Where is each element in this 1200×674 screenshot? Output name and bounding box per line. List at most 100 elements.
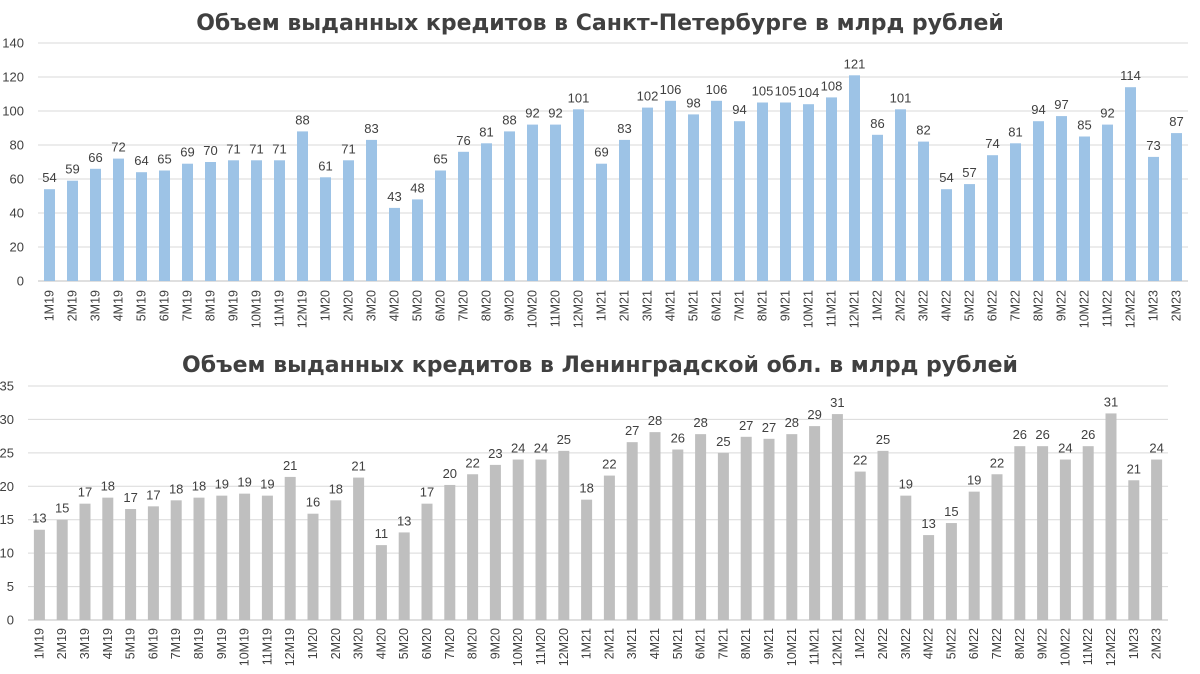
lo-bar bbox=[740, 436, 752, 620]
lo-data-label: 15 bbox=[55, 501, 69, 516]
lo-x-tick-label: 2M21 bbox=[602, 628, 616, 659]
lo-x-tick-label: 3M21 bbox=[625, 628, 639, 659]
spb-bar bbox=[481, 143, 492, 281]
lo-x-tick-label: 11M21 bbox=[808, 628, 822, 665]
spb-data-label: 88 bbox=[295, 112, 309, 127]
lo-data-label: 19 bbox=[237, 475, 251, 490]
spb-data-label: 106 bbox=[660, 82, 682, 97]
lo-x-tick-label: 2M20 bbox=[329, 628, 343, 659]
lo-bar bbox=[1082, 446, 1094, 620]
lo-bar bbox=[1014, 446, 1026, 620]
lo-bar bbox=[330, 500, 342, 620]
spb-y-tick-label: 0 bbox=[17, 274, 24, 289]
lo-bar bbox=[353, 477, 365, 620]
spb-x-tick-label: 11M20 bbox=[549, 290, 563, 327]
lo-data-label: 20 bbox=[443, 466, 457, 481]
spb-bar bbox=[1056, 116, 1067, 281]
spb-data-label: 98 bbox=[686, 95, 700, 110]
lo-y-tick-label: 15 bbox=[0, 512, 14, 527]
spb-data-label: 105 bbox=[752, 84, 774, 99]
spb-bar bbox=[527, 124, 538, 281]
lo-x-tick-label: 6M20 bbox=[420, 628, 434, 659]
spb-data-label: 72 bbox=[111, 140, 125, 155]
spb-y-tick-label: 120 bbox=[2, 70, 24, 85]
spb-y-tick-label: 100 bbox=[2, 104, 24, 119]
lo-x-tick-label: 5M21 bbox=[671, 628, 685, 659]
spb-data-label: 61 bbox=[318, 158, 332, 173]
spb-bar bbox=[619, 139, 630, 281]
lo-data-label: 27 bbox=[739, 418, 753, 433]
spb-data-label: 65 bbox=[157, 152, 171, 167]
lo-data-label: 25 bbox=[876, 432, 890, 447]
spb-bar bbox=[1102, 124, 1113, 281]
lo-data-label: 18 bbox=[192, 479, 206, 494]
lo-bar bbox=[444, 484, 456, 620]
spb-x-tick-label: 12M22 bbox=[1124, 290, 1138, 328]
lo-y-tick-label: 30 bbox=[0, 412, 14, 427]
spb-data-label: 105 bbox=[775, 84, 797, 99]
spb-x-tick-label: 6M22 bbox=[986, 290, 1000, 321]
lo-bar bbox=[375, 545, 387, 620]
spb-data-label: 69 bbox=[594, 145, 608, 160]
spb-bar bbox=[780, 102, 791, 281]
spb-data-label: 81 bbox=[479, 124, 493, 139]
lo-data-label: 19 bbox=[899, 477, 913, 492]
lo-data-label: 21 bbox=[1127, 461, 1141, 476]
lo-data-label: 21 bbox=[351, 459, 365, 474]
spb-x-tick-label: 5M22 bbox=[963, 290, 977, 321]
lo-data-label: 18 bbox=[169, 481, 183, 496]
lo-x-tick-label: 10M21 bbox=[785, 628, 799, 666]
spb-x-tick-label: 6M21 bbox=[710, 290, 724, 321]
spb-x-tick-label: 7M22 bbox=[1009, 290, 1023, 321]
lo-x-tick-label: 12M19 bbox=[283, 628, 297, 666]
spb-data-label: 83 bbox=[364, 121, 378, 136]
lo-data-label: 21 bbox=[283, 458, 297, 473]
lo-x-tick-label: 4M20 bbox=[374, 628, 388, 659]
lo-x-tick-label: 12M22 bbox=[1104, 628, 1118, 666]
spb-data-label: 65 bbox=[433, 152, 447, 167]
spb-data-label: 104 bbox=[798, 85, 820, 100]
lo-bar bbox=[809, 426, 821, 620]
spb-bar bbox=[711, 100, 722, 281]
lo-data-label: 15 bbox=[944, 504, 958, 519]
spb-bar bbox=[297, 131, 308, 281]
lo-data-label: 22 bbox=[465, 455, 479, 470]
spb-x-tick-label: 4M21 bbox=[664, 290, 678, 321]
spb-data-label: 71 bbox=[272, 141, 286, 156]
spb-x-tick-label: 3M22 bbox=[917, 290, 931, 321]
lo-bar bbox=[786, 434, 798, 620]
lo-x-tick-label: 1M21 bbox=[580, 628, 594, 659]
spb-y-tick-label: 60 bbox=[10, 172, 24, 187]
lo-y-tick-label: 10 bbox=[0, 546, 14, 561]
lo-x-tick-label: 10M19 bbox=[238, 628, 252, 666]
spb-bar bbox=[1125, 87, 1136, 281]
spb-bar bbox=[642, 107, 653, 281]
lo-bar bbox=[923, 535, 935, 620]
spb-bar bbox=[458, 151, 469, 281]
lo-bar bbox=[968, 491, 980, 620]
lo-x-tick-label: 10M20 bbox=[511, 628, 525, 666]
lo-x-tick-label: 1M20 bbox=[306, 628, 320, 659]
spb-x-tick-label: 10M21 bbox=[802, 290, 816, 328]
spb-x-tick-label: 12M19 bbox=[296, 290, 310, 328]
spb-x-tick-label: 1M20 bbox=[319, 290, 333, 321]
lo-bar bbox=[398, 532, 410, 620]
spb-bar bbox=[849, 75, 860, 281]
lo-x-tick-label: 11M22 bbox=[1081, 628, 1095, 665]
spb-x-tick-label: 5M19 bbox=[135, 290, 149, 321]
spb-data-label: 54 bbox=[42, 170, 56, 185]
spb-bar bbox=[1010, 143, 1021, 281]
spb-x-tick-label: 2M21 bbox=[618, 290, 632, 321]
spb-data-label: 92 bbox=[1100, 106, 1114, 121]
spb-data-label: 73 bbox=[1146, 138, 1160, 153]
spb-x-tick-label: 11M22 bbox=[1101, 290, 1115, 327]
lo-bar bbox=[467, 474, 479, 620]
spb-bar bbox=[504, 131, 515, 281]
spb-data-label: 81 bbox=[1008, 124, 1022, 139]
lo-x-tick-label: 7M22 bbox=[990, 628, 1004, 659]
spb-data-label: 114 bbox=[1120, 68, 1141, 83]
spb-data-label: 76 bbox=[456, 133, 470, 148]
spb-bar bbox=[67, 180, 78, 281]
lo-data-label: 27 bbox=[625, 423, 639, 438]
